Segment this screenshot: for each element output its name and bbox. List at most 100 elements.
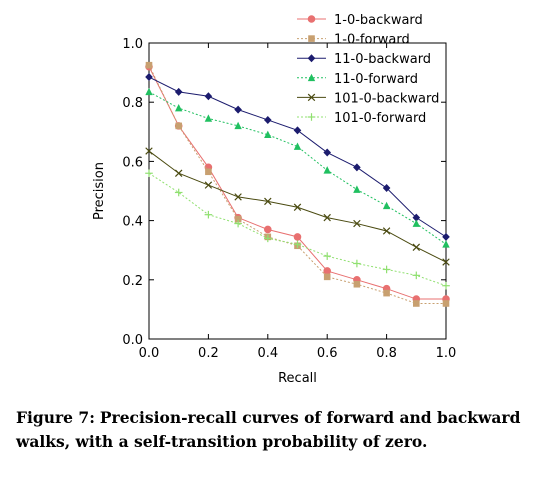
legend: 1-0-backward 1-0-forward 11-0-backward 11-0… <box>297 13 439 126</box>
data-point-11-0-backward <box>293 126 302 135</box>
data-point-1-0-forward <box>234 215 242 223</box>
y-tick-label: 0.4 <box>122 215 143 230</box>
legend-entry-101-0-backward: 101-0-backward <box>297 91 439 106</box>
x-tick-label: 0.6 <box>317 346 338 361</box>
legend-entry-1-0-backward: 1-0-backward <box>297 13 423 28</box>
series-layer <box>145 61 450 307</box>
data-point-11-0-forward <box>175 104 183 112</box>
data-point-101-0-forward <box>353 259 361 268</box>
legend-entry-11-0-backward: 11-0-backward <box>297 52 431 67</box>
data-point-101-0-backward <box>412 243 421 251</box>
data-point-101-0-backward <box>174 169 183 177</box>
data-point-1-0-forward <box>442 300 450 307</box>
x-tick-label: 1.0 <box>436 346 457 361</box>
data-point-11-0-backward <box>353 163 361 172</box>
legend-label: 11-0-backward <box>334 52 431 67</box>
y-axis-label: Precision <box>92 162 107 220</box>
series-line-101-0-forward <box>148 172 447 287</box>
x-tick-label: 0.2 <box>198 346 219 361</box>
data-point-101-0-backward <box>145 147 153 155</box>
caption-text: Precision-recall curves of forward and b… <box>16 408 521 451</box>
data-point-11-0-backward <box>442 232 450 241</box>
x-axis-ticks: 0.0 0.2 0.4 0.6 0.8 1.0 <box>139 43 457 361</box>
data-point-1-0-forward <box>323 273 331 281</box>
data-point-1-0-forward <box>145 61 153 69</box>
data-point-1-0-forward <box>383 289 390 297</box>
data-point-101-0-forward <box>323 252 331 260</box>
data-point-101-0-forward <box>234 219 242 228</box>
data-point-101-0-forward <box>174 188 183 197</box>
legend-label: 101-0-forward <box>334 111 426 126</box>
data-point-11-0-backward <box>174 87 183 96</box>
data-point-1-0-backward <box>323 267 332 275</box>
legend-label: 1-0-backward <box>334 13 423 28</box>
data-point-101-0-forward <box>145 169 153 178</box>
plot-area <box>148 42 447 340</box>
data-point-101-0-backward <box>204 181 213 189</box>
data-point-101-0-forward <box>204 210 213 219</box>
y-tick-label: 0.0 <box>122 333 143 348</box>
y-tick-label: 0.6 <box>122 155 143 170</box>
data-point-1-0-forward <box>175 122 182 130</box>
legend-marker <box>307 113 316 121</box>
data-point-1-0-backward <box>264 225 272 234</box>
data-point-11-0-backward <box>323 148 331 157</box>
data-point-11-0-forward <box>234 121 242 130</box>
caption-figure-number: Figure 7: <box>16 408 95 427</box>
data-point-11-0-forward <box>412 219 420 227</box>
x-tick-label: 0.4 <box>257 346 278 361</box>
data-point-101-0-forward <box>264 234 272 243</box>
series-line-11-0-forward <box>148 91 447 245</box>
data-point-11-0-backward <box>145 73 153 82</box>
data-point-101-0-forward <box>382 265 391 274</box>
legend-marker <box>307 15 316 23</box>
series-101-0-backward <box>145 147 450 266</box>
data-point-101-0-backward <box>234 193 242 201</box>
data-point-11-0-backward <box>234 105 242 114</box>
series-101-0-forward <box>145 169 450 290</box>
data-point-101-0-forward <box>412 271 421 280</box>
data-point-11-0-forward <box>382 201 391 210</box>
x-tick-label: 0.8 <box>376 346 397 361</box>
data-point-101-0-backward <box>264 197 272 206</box>
precision-recall-chart: 0.0 0.2 0.4 0.6 0.8 1.0 0.0 0.2 0.4 0.6 0.8 1.0 Re… <box>92 13 457 386</box>
data-point-101-0-forward <box>442 281 450 290</box>
data-point-1-0-forward <box>353 280 361 288</box>
data-point-101-0-backward <box>353 219 361 228</box>
legend-marker <box>307 73 316 82</box>
legend-label: 11-0-forward <box>334 72 418 87</box>
legend-marker <box>308 35 315 42</box>
data-point-11-0-backward <box>264 115 272 124</box>
data-point-11-0-backward <box>412 213 421 222</box>
figure-caption: Figure 7: Precision-recall curves of for… <box>16 406 536 454</box>
legend-entry-101-0-forward: 101-0-forward <box>297 111 426 126</box>
data-point-11-0-backward <box>382 184 391 193</box>
data-point-101-0-forward <box>293 240 302 249</box>
data-point-1-0-backward <box>293 233 302 241</box>
legend-label: 1-0-forward <box>334 33 410 48</box>
legend-entry-1-0-forward: 1-0-forward <box>297 33 410 48</box>
legend-marker <box>307 93 316 102</box>
y-axis-ticks: 0.0 0.2 0.4 0.6 0.8 1.0 <box>122 37 446 348</box>
series-11-0-forward <box>145 87 450 248</box>
data-point-101-0-backward <box>382 227 391 235</box>
data-point-11-0-forward <box>442 240 450 248</box>
data-point-11-0-forward <box>145 87 153 96</box>
data-point-101-0-backward <box>293 203 302 212</box>
y-tick-label: 1.0 <box>122 37 143 52</box>
legend-label: 101-0-backward <box>334 91 439 106</box>
x-axis-label: Recall <box>278 371 317 386</box>
data-point-1-0-forward <box>413 300 420 307</box>
series-11-0-backward <box>145 73 450 241</box>
y-tick-label: 0.8 <box>122 96 143 111</box>
data-point-11-0-forward <box>293 142 302 150</box>
data-point-11-0-forward <box>323 166 331 174</box>
y-tick-label: 0.2 <box>122 274 143 289</box>
x-tick-label: 0.0 <box>139 346 160 361</box>
data-point-11-0-forward <box>264 130 272 139</box>
data-point-11-0-backward <box>204 92 213 101</box>
data-point-11-0-forward <box>204 114 213 122</box>
data-point-11-0-forward <box>353 185 361 193</box>
data-point-101-0-backward <box>323 213 331 222</box>
plot-frame <box>148 42 447 340</box>
